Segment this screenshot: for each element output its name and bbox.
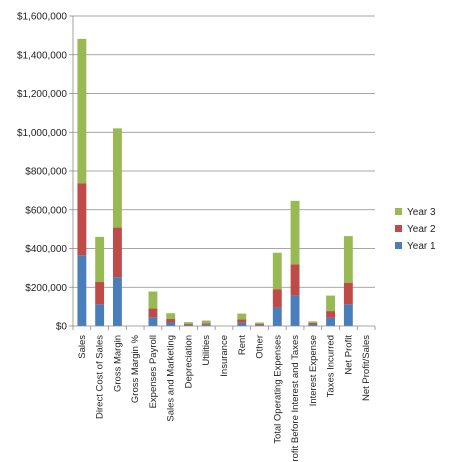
x-tick-label-insurance: Insurance bbox=[219, 335, 230, 377]
y-tick-label: $1,200,000 bbox=[17, 89, 67, 100]
bar-year-2-profit-before-interest-and-taxes bbox=[290, 264, 300, 296]
bars bbox=[77, 38, 353, 326]
bar-year-2-net-profit bbox=[343, 282, 353, 305]
x-tick-label-net-profit: Net Profit bbox=[343, 335, 354, 375]
x-tick-label-utilities: Utilities bbox=[201, 335, 212, 366]
legend-label-year-1: Year 1 bbox=[407, 241, 436, 252]
bar-year-1-profit-before-interest-and-taxes bbox=[290, 295, 300, 326]
bar-year-1-taxes-incurred bbox=[326, 317, 336, 326]
bar-year-2-rent bbox=[237, 319, 247, 323]
x-tick-label-total-operating-expenses: Total Operating Expenses bbox=[272, 335, 283, 444]
bar-year-1-expenses-payroll bbox=[148, 317, 158, 326]
bar-year-3-interest-expense bbox=[308, 321, 318, 323]
bar-year-1-total-operating-expenses bbox=[272, 307, 282, 326]
y-tick-label: $400,000 bbox=[25, 244, 67, 255]
legend-label-year-2: Year 2 bbox=[407, 224, 436, 235]
legend-swatch-year-2 bbox=[395, 225, 402, 232]
bar-year-1-sales-and-marketing bbox=[166, 322, 176, 326]
legend: Year 3 Year 2 Year 1 bbox=[395, 207, 436, 252]
x-tick-label-interest-expense: Interest Expense bbox=[308, 335, 319, 406]
x-tick-label-gross-margin: Gross Margin % bbox=[130, 334, 141, 403]
y-tick-label: $1,000,000 bbox=[17, 128, 67, 139]
bar-year-2-expenses-payroll bbox=[148, 308, 158, 318]
x-tick-label-direct-cost-of-sales: Direct Cost of Sales bbox=[95, 335, 106, 419]
bar-year-2-utilities bbox=[201, 323, 211, 325]
x-tick-label-expenses-payroll: Expenses Payroll bbox=[148, 335, 159, 408]
bar-year-2-sales bbox=[77, 183, 87, 256]
bar-year-2-total-operating-expenses bbox=[272, 289, 282, 308]
bar-year-1-direct-cost-of-sales bbox=[95, 304, 105, 326]
bar-year-2-taxes-incurred bbox=[326, 311, 336, 318]
bar-year-3-utilities bbox=[201, 320, 211, 324]
bar-year-1-rent bbox=[237, 322, 247, 326]
y-tick-label: $0 bbox=[56, 322, 68, 333]
bar-year-1-depreciation bbox=[184, 325, 193, 326]
bar-year-1-gross-margin bbox=[112, 277, 122, 326]
bar-year-3-rent bbox=[237, 313, 247, 320]
x-tick-label-net-profit-sales: Net Profit/Sales bbox=[361, 335, 372, 401]
bar-year-3-total-operating-expenses bbox=[272, 252, 282, 290]
y-tick-label: $200,000 bbox=[25, 283, 67, 294]
y-tick-label: $600,000 bbox=[25, 205, 67, 216]
bar-year-2-interest-expense bbox=[308, 322, 318, 325]
legend-swatch-year-1 bbox=[395, 242, 402, 249]
x-tick-label-sales: Sales bbox=[77, 335, 88, 359]
bar-year-3-profit-before-interest-and-taxes bbox=[290, 200, 300, 265]
bar-year-3-other bbox=[255, 322, 264, 325]
bar-year-2-direct-cost-of-sales bbox=[95, 282, 105, 305]
bar-year-2-gross-margin bbox=[112, 227, 122, 278]
x-axis-labels: Sales Direct Cost of Sales Gross Margin Gro… bbox=[77, 334, 372, 462]
bar-year-1-net-profit bbox=[343, 304, 353, 326]
bar-year-3-sales-and-marketing bbox=[166, 313, 176, 320]
bar-year-1-utilities bbox=[201, 324, 211, 326]
bar-year-2-sales-and-marketing bbox=[166, 319, 176, 323]
bar-year-2-depreciation bbox=[184, 324, 193, 326]
axes bbox=[72, 16, 376, 330]
bar-year-3-direct-cost-of-sales bbox=[95, 236, 105, 283]
x-tick-label-sales-and-marketing: Sales and Marketing bbox=[166, 335, 177, 422]
y-tick-label: $1,400,000 bbox=[17, 50, 67, 61]
bar-year-3-gross-margin bbox=[112, 128, 122, 228]
y-axis-ticks: $0 $200,000 $400,000 $600,000 $800,000 $1,000… bbox=[17, 12, 73, 333]
legend-swatch-year-3 bbox=[395, 208, 402, 215]
bar-year-1-other bbox=[255, 325, 264, 326]
x-tick-label-taxes-incurred: Taxes Incurred bbox=[326, 335, 337, 397]
bar-year-3-sales bbox=[77, 38, 87, 184]
y-tick-label: $1,600,000 bbox=[17, 12, 67, 23]
x-tick-label-profit-before-interest-and-taxes: Profit Before Interest and Taxes bbox=[290, 335, 301, 462]
bar-year-1-sales bbox=[77, 255, 87, 326]
x-tick-label-other: Other bbox=[255, 335, 266, 359]
bar-year-2-other bbox=[255, 324, 264, 326]
x-tick-label-rent: Rent bbox=[237, 335, 248, 355]
bar-year-3-net-profit bbox=[343, 236, 353, 283]
bar-year-1-interest-expense bbox=[308, 324, 318, 326]
bar-year-3-depreciation bbox=[184, 322, 193, 325]
grid-lines bbox=[73, 15, 375, 288]
bar-year-3-expenses-payroll bbox=[148, 291, 158, 309]
x-tick-label-gross-margin: Gross Margin bbox=[112, 335, 123, 392]
legend-label-year-3: Year 3 bbox=[407, 207, 436, 218]
x-tick-label-depreciation: Depreciation bbox=[183, 335, 194, 388]
y-tick-label: $800,000 bbox=[25, 167, 67, 178]
bar-year-3-taxes-incurred bbox=[326, 295, 336, 312]
